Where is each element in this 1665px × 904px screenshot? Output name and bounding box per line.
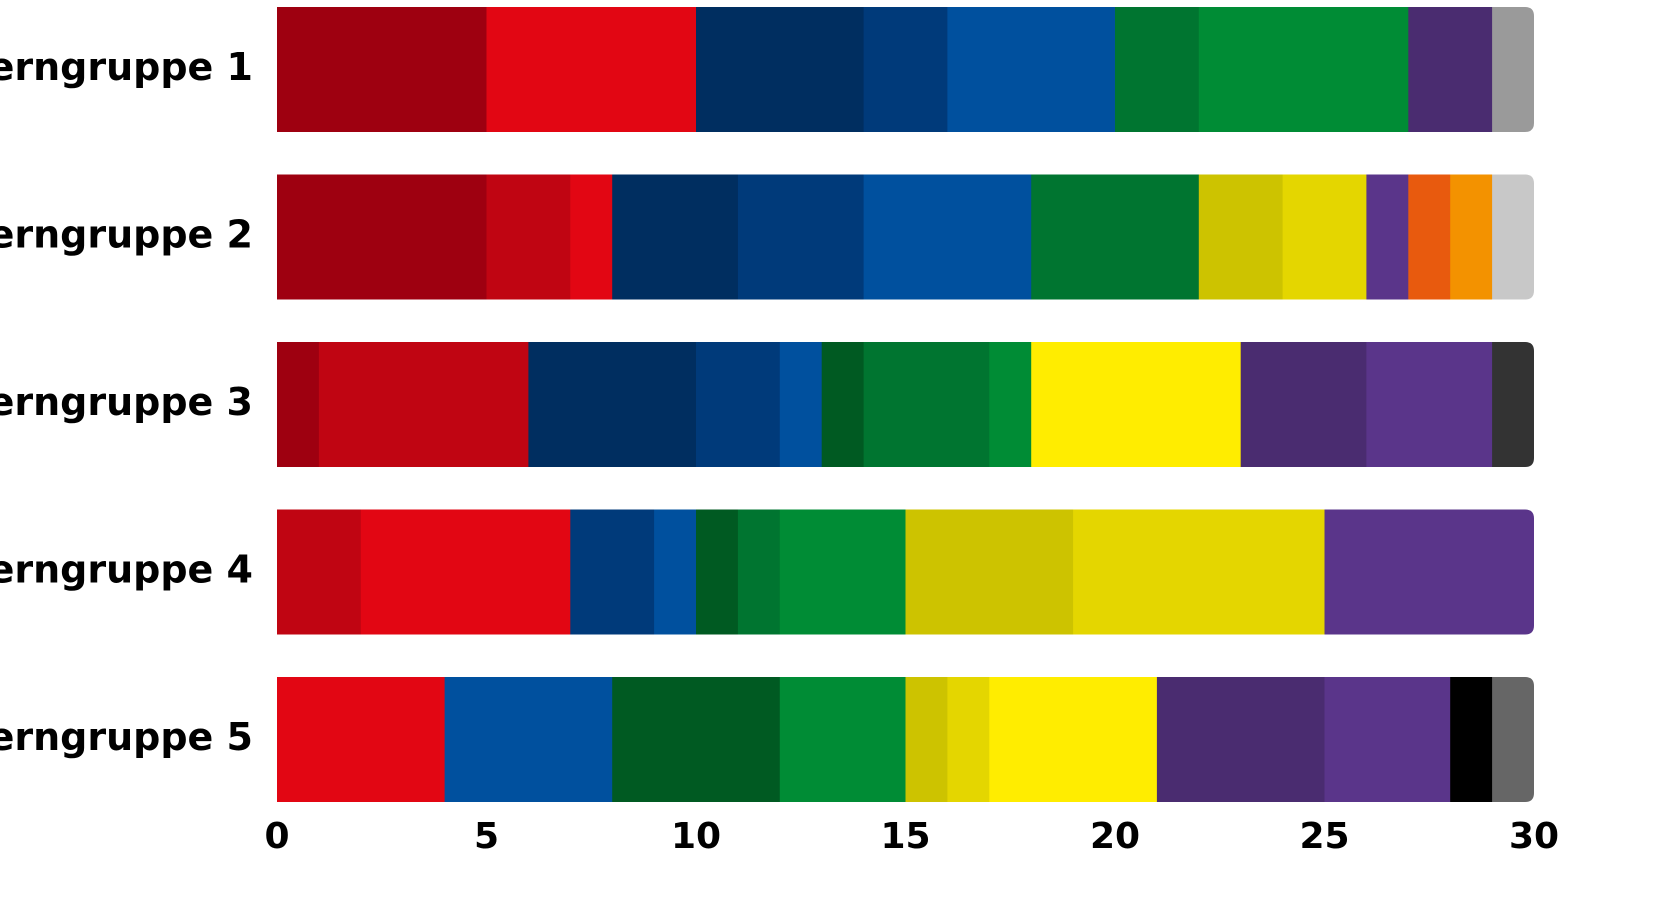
bar-segment bbox=[444, 677, 613, 802]
bar-segment bbox=[570, 174, 613, 300]
bar-segment bbox=[277, 509, 362, 635]
bar-segment bbox=[905, 509, 1074, 635]
bar-segment bbox=[779, 677, 907, 802]
bar-segment bbox=[696, 342, 781, 467]
x-tick-label: 10 bbox=[671, 816, 721, 857]
x-tick-label: 5 bbox=[474, 816, 499, 857]
bars-layer bbox=[277, 7, 1534, 802]
x-tick-label: 25 bbox=[1299, 816, 1349, 857]
bar-segment bbox=[1408, 174, 1451, 300]
bar-segment bbox=[947, 677, 990, 802]
row-label: Lerngruppe 3 bbox=[0, 380, 253, 424]
bar-segment bbox=[1492, 174, 1534, 300]
bar-segment bbox=[1408, 7, 1493, 132]
bar-segment bbox=[696, 509, 739, 635]
bar-segment bbox=[1366, 174, 1409, 300]
bar-segment bbox=[1198, 174, 1284, 300]
bar-segment bbox=[1156, 677, 1326, 802]
bar-row-1 bbox=[277, 7, 1534, 132]
bar-segment bbox=[737, 509, 781, 635]
bar-segment bbox=[1198, 7, 1409, 132]
row-label: Lerngruppe 2 bbox=[0, 213, 253, 257]
bar-segment bbox=[360, 509, 571, 635]
bar-segment bbox=[863, 174, 1032, 300]
x-axis-ticks: 0 5 10 15 20 25 30 bbox=[264, 816, 1559, 857]
bar-segment bbox=[989, 342, 1032, 467]
bar-segment bbox=[1366, 342, 1493, 467]
bar-segment bbox=[486, 7, 697, 132]
x-tick-label: 0 bbox=[264, 816, 289, 857]
bar-segment bbox=[528, 342, 697, 467]
bar-segment bbox=[1031, 174, 1200, 300]
bar-segment bbox=[1324, 677, 1451, 802]
bar-segment bbox=[989, 677, 1158, 802]
bar-segment bbox=[1324, 509, 1534, 635]
bar-segment bbox=[1492, 342, 1534, 467]
bar-segment bbox=[737, 174, 865, 300]
bar-segment bbox=[1492, 677, 1534, 802]
bar-segment bbox=[863, 7, 948, 132]
bar-segment bbox=[779, 342, 823, 467]
row-label: Lerngruppe 1 bbox=[0, 45, 253, 89]
bar-segment bbox=[612, 174, 739, 300]
bar-segment bbox=[654, 509, 697, 635]
bar-segment bbox=[821, 342, 865, 467]
bar-segment bbox=[905, 677, 948, 802]
bar-row-4 bbox=[277, 509, 1534, 635]
bar-segment bbox=[277, 677, 446, 802]
x-tick-label: 30 bbox=[1509, 816, 1559, 857]
row-labels: Lerngruppe 1 Lerngruppe 2 Lerngruppe 3 Lern… bbox=[0, 45, 253, 759]
bar-segment bbox=[947, 7, 1116, 132]
x-tick-label: 15 bbox=[880, 816, 930, 857]
row-label: Lerngruppe 4 bbox=[0, 548, 253, 592]
bar-row-2 bbox=[277, 174, 1534, 300]
bar-segment bbox=[570, 509, 655, 635]
bar-segment bbox=[863, 342, 990, 467]
bar-row-5 bbox=[277, 677, 1534, 802]
bar-segment bbox=[486, 174, 571, 300]
bar-segment bbox=[1115, 7, 1200, 132]
bar-segment bbox=[277, 342, 320, 467]
bar-segment bbox=[1492, 7, 1534, 132]
bar-segment bbox=[779, 509, 907, 635]
row-label: Lerngruppe 5 bbox=[0, 715, 253, 759]
bar-segment bbox=[1073, 509, 1326, 635]
bar-row-3 bbox=[277, 342, 1534, 467]
bar-segment bbox=[277, 174, 488, 300]
bar-segment bbox=[1240, 342, 1367, 467]
bar-segment bbox=[1282, 174, 1367, 300]
bar-segment bbox=[277, 7, 488, 132]
bar-segment bbox=[1450, 677, 1493, 802]
bar-segment bbox=[696, 7, 865, 132]
bar-segment bbox=[318, 342, 529, 467]
bar-segment bbox=[1031, 342, 1242, 467]
bar-segment bbox=[1450, 174, 1493, 300]
bar-segment bbox=[612, 677, 781, 802]
x-tick-label: 20 bbox=[1090, 816, 1140, 857]
